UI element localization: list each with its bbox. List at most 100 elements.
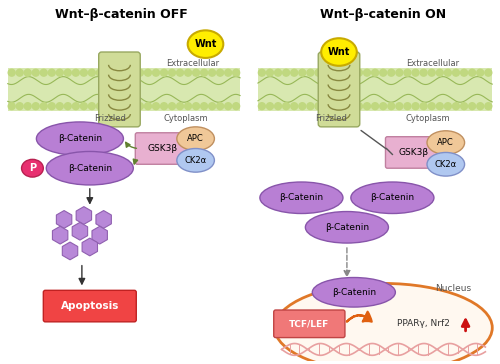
Circle shape — [315, 69, 322, 76]
FancyBboxPatch shape — [386, 137, 441, 168]
FancyBboxPatch shape — [136, 133, 190, 164]
Circle shape — [436, 103, 444, 110]
FancyBboxPatch shape — [98, 52, 140, 127]
Circle shape — [452, 103, 460, 110]
Circle shape — [80, 103, 87, 110]
Circle shape — [64, 69, 71, 76]
Text: GSK3β: GSK3β — [148, 144, 178, 153]
Text: β-Catenin: β-Catenin — [58, 134, 102, 143]
Ellipse shape — [306, 211, 388, 243]
Text: Frizzled: Frizzled — [94, 114, 126, 123]
Circle shape — [282, 69, 290, 76]
Circle shape — [216, 103, 224, 110]
Circle shape — [80, 69, 87, 76]
Circle shape — [184, 103, 192, 110]
Circle shape — [307, 69, 314, 76]
Circle shape — [160, 69, 168, 76]
Circle shape — [258, 69, 266, 76]
Circle shape — [258, 103, 266, 110]
Circle shape — [299, 69, 306, 76]
Ellipse shape — [46, 151, 134, 185]
Text: Cytoplasm: Cytoplasm — [164, 114, 208, 123]
FancyBboxPatch shape — [318, 52, 360, 127]
Text: β-Catenin: β-Catenin — [68, 164, 112, 173]
Circle shape — [208, 103, 216, 110]
Circle shape — [460, 69, 468, 76]
Text: TCF/LEF: TCF/LEF — [289, 319, 330, 328]
Text: Wnt–β-catenin OFF: Wnt–β-catenin OFF — [55, 8, 188, 21]
Circle shape — [364, 103, 370, 110]
Text: β-Catenin: β-Catenin — [332, 288, 376, 297]
Circle shape — [412, 103, 419, 110]
Circle shape — [224, 69, 232, 76]
Circle shape — [136, 69, 143, 76]
Circle shape — [152, 103, 160, 110]
Circle shape — [192, 69, 200, 76]
Text: β-Catenin: β-Catenin — [280, 193, 324, 202]
Circle shape — [315, 103, 322, 110]
Text: Wnt: Wnt — [194, 39, 216, 49]
Circle shape — [128, 103, 136, 110]
Circle shape — [420, 69, 427, 76]
Circle shape — [348, 103, 354, 110]
Ellipse shape — [36, 122, 124, 155]
Circle shape — [372, 69, 378, 76]
FancyBboxPatch shape — [274, 310, 345, 337]
Circle shape — [32, 103, 39, 110]
Text: Nucleus: Nucleus — [434, 284, 471, 293]
Circle shape — [152, 69, 160, 76]
Circle shape — [380, 69, 386, 76]
Circle shape — [48, 69, 55, 76]
Circle shape — [144, 69, 152, 76]
Circle shape — [388, 103, 394, 110]
Circle shape — [176, 103, 184, 110]
Circle shape — [396, 103, 403, 110]
Circle shape — [291, 103, 298, 110]
Circle shape — [56, 103, 63, 110]
Circle shape — [331, 103, 338, 110]
Circle shape — [428, 69, 435, 76]
Circle shape — [372, 103, 378, 110]
Circle shape — [88, 69, 96, 76]
Circle shape — [208, 69, 216, 76]
Circle shape — [468, 103, 475, 110]
Text: Frizzled: Frizzled — [315, 114, 347, 123]
Circle shape — [192, 103, 200, 110]
FancyArrowPatch shape — [346, 312, 372, 322]
Circle shape — [452, 69, 460, 76]
Circle shape — [266, 103, 274, 110]
Text: CK2α: CK2α — [434, 160, 457, 169]
Text: P: P — [29, 163, 36, 173]
Text: β-Catenin: β-Catenin — [370, 193, 414, 202]
Bar — [8, 68, 240, 111]
Circle shape — [444, 69, 452, 76]
Ellipse shape — [260, 182, 343, 214]
Text: CK2α: CK2α — [184, 156, 206, 165]
Circle shape — [282, 103, 290, 110]
Text: APC: APC — [187, 134, 204, 143]
Circle shape — [232, 69, 239, 76]
Circle shape — [200, 103, 207, 110]
Circle shape — [291, 69, 298, 76]
Circle shape — [16, 103, 23, 110]
Text: Extracellular: Extracellular — [166, 59, 219, 68]
Circle shape — [112, 103, 119, 110]
Circle shape — [48, 103, 55, 110]
Circle shape — [96, 103, 103, 110]
Circle shape — [468, 69, 475, 76]
Circle shape — [436, 69, 444, 76]
Ellipse shape — [177, 149, 214, 172]
Circle shape — [274, 69, 281, 76]
Text: APC: APC — [438, 138, 454, 147]
Circle shape — [128, 69, 136, 76]
Text: Apoptosis: Apoptosis — [60, 301, 119, 311]
Circle shape — [56, 69, 63, 76]
Circle shape — [8, 103, 15, 110]
Ellipse shape — [351, 182, 434, 214]
Circle shape — [485, 69, 492, 76]
Circle shape — [460, 103, 468, 110]
Ellipse shape — [22, 159, 44, 177]
Circle shape — [176, 69, 184, 76]
Ellipse shape — [321, 38, 357, 66]
Circle shape — [364, 69, 370, 76]
